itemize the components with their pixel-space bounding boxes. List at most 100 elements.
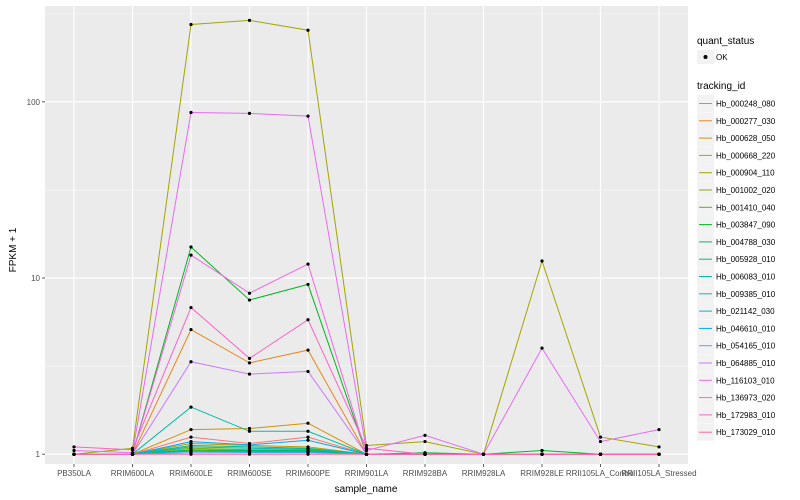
data-point-Hb_173029_010 (189, 452, 193, 456)
data-point-Hb_116103_010 (247, 111, 252, 115)
legend-shape-point (703, 55, 708, 59)
x-axis-title: sample_name (335, 484, 398, 495)
legend-item-label: Hb_000628_050 (716, 134, 776, 143)
data-point-Hb_173029_010 (657, 452, 661, 456)
x-axis-ticks: PB350LA RRIM600LA RRIM600LE RRIM600SE RRIM60… (57, 464, 697, 478)
x-tick-label: RRIM600LE (169, 469, 213, 478)
legend-item-label: Hb_009385_010 (716, 290, 776, 299)
y-tick-label: 10 (31, 274, 40, 283)
data-point-Hb_116103_010 (306, 114, 310, 118)
data-point-Hb_000904_110 (657, 445, 661, 449)
x-tick-label: RRII105LA_Stressed (621, 469, 696, 478)
legend-item-label: Hb_054165_010 (716, 342, 776, 351)
legend-item-label: Hb_021142_030 (716, 307, 775, 316)
legend-color-items: Hb_000248_080 Hb_000277_030 Hb_000628_050 H… (697, 95, 776, 441)
x-tick-label: RRIM928LE (520, 469, 564, 478)
data-point-Hb_173029_010 (481, 452, 486, 456)
data-point-Hb_003847_090 (540, 448, 544, 453)
grid-lines (45, 6, 688, 464)
legend: quant_status OK tracking_id Hb_000248_08… (697, 36, 776, 441)
legend-item-label: Hb_046610_010 (716, 324, 776, 333)
y-tick-label: 1 (36, 450, 41, 459)
data-point-Hb_000248_080 (306, 435, 310, 439)
data-point-Hb_173029_010 (306, 452, 310, 456)
data-point-Hb_064885_010 (189, 360, 193, 364)
legend-item-label: Hb_000904_110 (716, 169, 775, 178)
data-point-Hb_046610_010 (306, 438, 310, 442)
series-points (72, 18, 661, 456)
x-tick-label: RRIM928LA (462, 469, 506, 478)
data-point-Hb_000628_050 (306, 421, 310, 425)
data-point-Hb_116103_010 (189, 110, 193, 115)
data-point-Hb_064885_010 (247, 372, 252, 376)
data-point-Hb_136973_020 (306, 262, 310, 266)
legend-shape-label: OK (716, 53, 728, 62)
legend-color-title: tracking_id (697, 81, 745, 92)
x-tick-label: RRIM600PE (286, 469, 330, 478)
legend-item-label: Hb_136973_020 (716, 394, 776, 403)
data-point-Hb_136973_020 (247, 291, 252, 295)
data-point-Hb_173029_010 (423, 452, 427, 456)
legend-item-label: Hb_172983_010 (716, 411, 776, 420)
legend-item-label: Hb_000277_030 (716, 117, 776, 126)
data-point-Hb_116103_010 (540, 346, 544, 350)
data-point-Hb_006083_010 (189, 405, 193, 409)
data-point-Hb_009385_010 (247, 446, 252, 450)
data-point-Hb_000904_110 (247, 18, 252, 22)
data-point-Hb_173029_010 (540, 452, 544, 456)
data-point-Hb_009385_010 (189, 445, 193, 449)
data-point-Hb_000904_110 (189, 22, 193, 27)
data-point-Hb_006083_010 (306, 429, 310, 433)
data-point-Hb_046610_010 (189, 439, 193, 444)
x-tick-label: PB350LA (57, 469, 91, 478)
legend-item-label: Hb_004788_030 (716, 238, 776, 247)
legend-item-label: Hb_173029_010 (716, 428, 776, 437)
legend-item-label: Hb_006083_010 (716, 273, 776, 282)
legend-item-label: Hb_116103_010 (716, 376, 775, 385)
data-point-Hb_003847_090 (189, 245, 193, 249)
data-point-Hb_172983_010 (72, 445, 76, 449)
data-point-Hb_003847_090 (247, 298, 252, 302)
x-tick-label: RRIM901LA (345, 469, 389, 478)
legend-item-label: Hb_001410_040 (716, 203, 776, 212)
data-point-Hb_000904_110 (540, 259, 544, 263)
data-point-Hb_046610_010 (247, 443, 252, 447)
legend-shape-title: quant_status (697, 36, 754, 47)
data-point-Hb_000904_110 (423, 439, 427, 444)
data-point-Hb_000904_110 (598, 435, 603, 439)
data-point-Hb_116103_010 (72, 448, 76, 453)
legend-item-label: Hb_064885_010 (716, 359, 776, 368)
data-point-Hb_000248_080 (189, 435, 193, 439)
legend-item-label: Hb_003847_090 (716, 221, 776, 230)
y-tick-label: 100 (27, 98, 41, 107)
data-point-Hb_172983_010 (189, 305, 193, 310)
data-point-Hb_136973_020 (189, 253, 193, 257)
data-point-Hb_009385_010 (306, 447, 310, 451)
data-point-Hb_003847_090 (306, 282, 310, 287)
data-point-Hb_173029_010 (130, 452, 135, 456)
data-point-Hb_006083_010 (247, 429, 252, 433)
data-point-Hb_064885_010 (306, 369, 310, 374)
legend-item-label: Hb_005928_010 (716, 255, 776, 264)
data-point-Hb_116103_010 (423, 433, 427, 437)
x-tick-label: RRII105LA_Control (566, 469, 636, 478)
data-point-Hb_000277_030 (247, 361, 252, 365)
data-point-Hb_173029_010 (247, 452, 252, 456)
data-point-Hb_000904_110 (306, 28, 310, 32)
x-tick-label: RRIM928BA (403, 469, 448, 478)
data-point-Hb_000277_030 (306, 348, 310, 352)
data-point-Hb_116103_010 (598, 439, 603, 444)
data-point-Hb_172983_010 (306, 318, 310, 322)
data-point-Hb_172983_010 (247, 356, 252, 360)
data-point-Hb_000628_050 (189, 427, 193, 432)
data-point-Hb_173029_010 (72, 452, 76, 456)
data-point-Hb_000628_050 (247, 426, 252, 431)
legend-item-label: Hb_001002_020 (716, 186, 776, 195)
x-tick-label: RRIM600LA (111, 469, 155, 478)
y-axis-title: FPKM + 1 (8, 227, 19, 272)
data-point-Hb_173029_010 (598, 452, 603, 456)
data-point-Hb_116103_010 (657, 427, 661, 432)
data-point-Hb_172983_010 (130, 448, 135, 452)
legend-item-label: Hb_000668_220 (716, 151, 776, 160)
